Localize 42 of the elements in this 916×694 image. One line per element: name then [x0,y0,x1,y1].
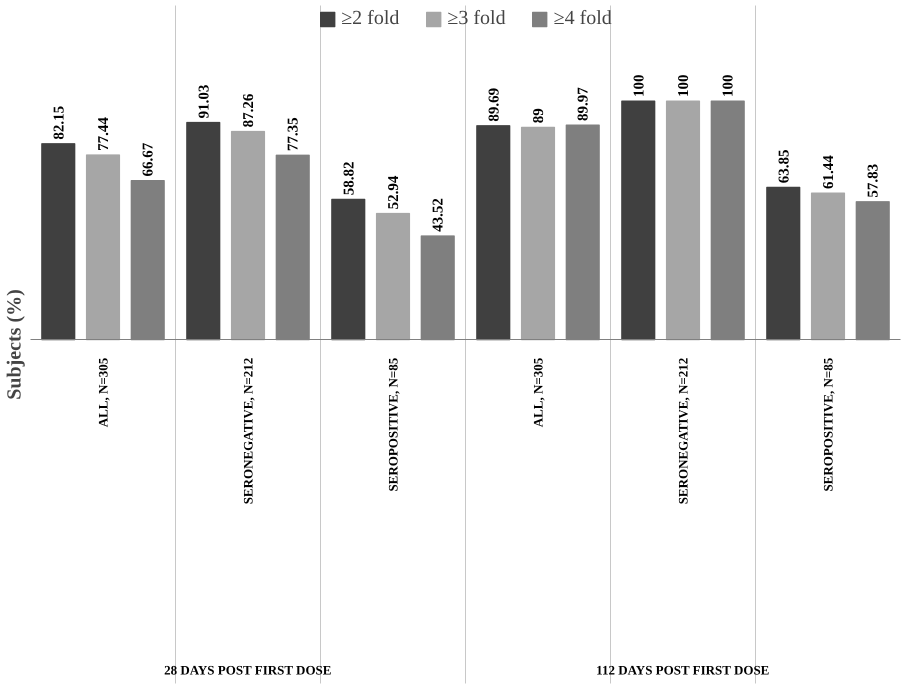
x-tick-label: SEROPOSITIVE, N=85 [820,357,836,492]
bar [621,100,656,340]
text: 112 DAYS POST FIRST DOSE [596,662,770,678]
data-label: 63.85 [776,150,792,184]
data-label: 89 [531,108,547,124]
data-label: 66.67 [140,142,157,177]
legend-label: ≥2 fold [341,7,400,30]
data-label: 77.44 [96,116,112,151]
bar [766,186,800,340]
x-tick-label: SERONEGATIVE, N=212 [676,358,690,504]
legend-label: ≥3 fold [447,7,506,30]
data-label: 77.35 [286,117,302,152]
legend-label: ≥4 fold [554,7,612,30]
data-label: 100 [720,74,737,97]
bar [186,122,220,340]
data-label: 43.52 [430,198,447,232]
text: 28 DAYS POST FIRST DOSE [164,662,332,678]
x-tick-label: SERONEGATIVE, N=212 [240,358,256,504]
x-tick-label: SEROPOSITIVE, N=85 [386,357,400,492]
data-label: 91.03 [196,84,212,118]
data-label: 89.97 [576,86,592,121]
bar [476,125,510,340]
data-label: 57.83 [866,164,882,198]
bar [666,100,700,340]
data-label: 87.26 [241,93,257,128]
bar [376,212,410,340]
bar [230,130,266,340]
data-label: 100 [676,74,692,97]
bar [331,198,366,340]
bar [810,192,846,340]
data-label: 100 [631,74,648,97]
data-label: 82.15 [51,106,68,140]
bar [41,143,76,340]
x-tick-label: ALL, N=305 [530,357,546,428]
bar [520,126,556,340]
y-axis-title: Subjects (%) [4,289,26,400]
data-label: 61.44 [821,154,837,190]
x-tick-label: ALL, N=305 [96,357,110,428]
data-label: 89.69 [486,88,502,122]
data-label: 52.94 [386,175,402,210]
bar [86,154,120,340]
data-label: 58.82 [341,162,358,196]
